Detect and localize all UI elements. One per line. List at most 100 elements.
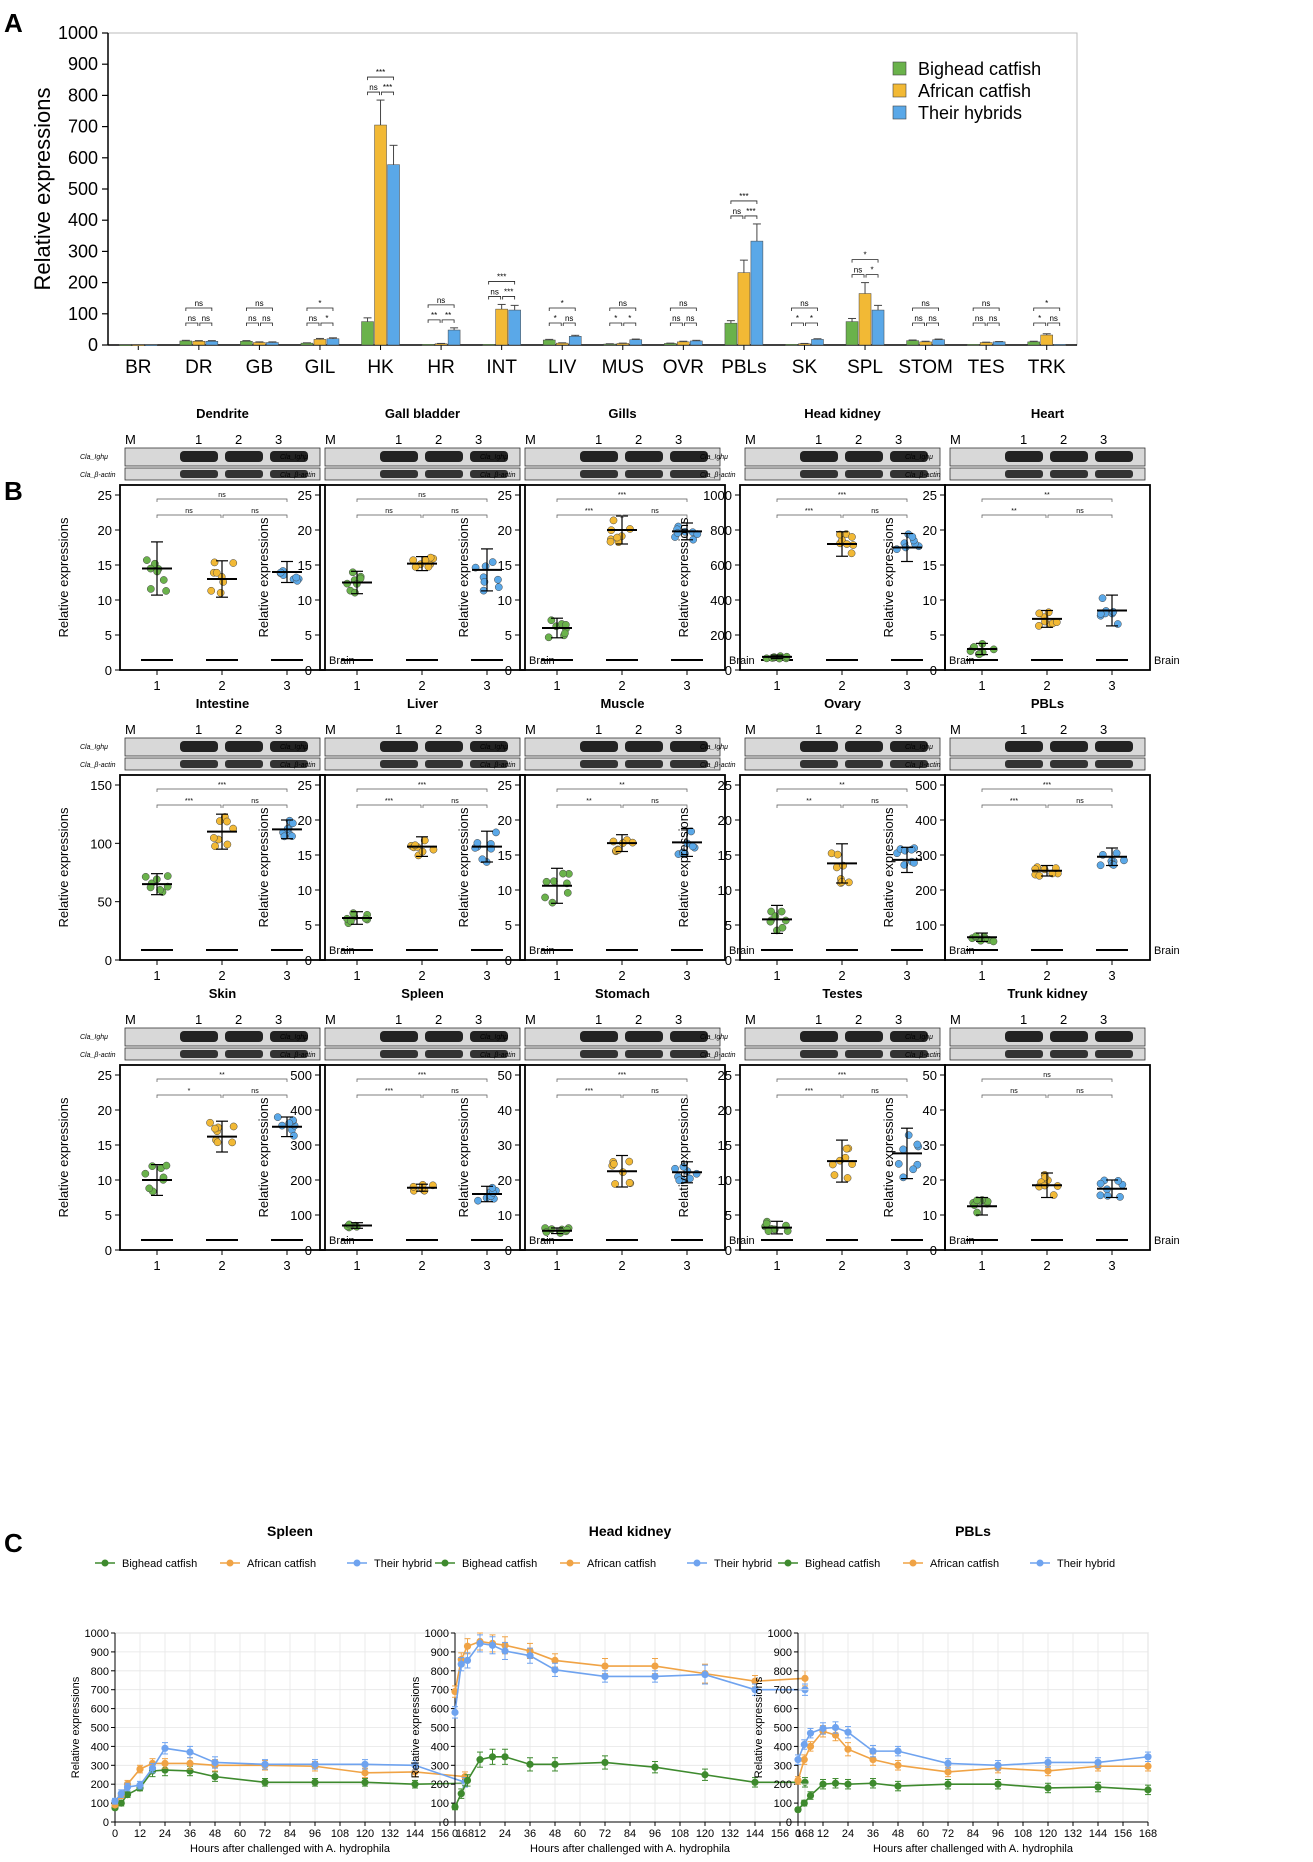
y-tick-label: 400 [915, 813, 937, 828]
x-tick-label: HK [367, 357, 394, 378]
y-tick-label: 0 [930, 663, 937, 678]
sig-bracket [912, 322, 925, 326]
sig-label: ns [989, 314, 997, 323]
y-axis-title: Relative expressions [410, 1676, 422, 1778]
sig-label: ns [1076, 1088, 1084, 1095]
blot-band [800, 741, 838, 752]
y-tick-label: 600 [91, 1704, 109, 1716]
data-point [944, 1759, 952, 1768]
sig-bracket [972, 322, 986, 326]
y-tick-label: 0 [725, 953, 732, 968]
blot-band [470, 741, 508, 752]
sig-bracket [1047, 1094, 1113, 1098]
sig-bracket [730, 200, 758, 204]
blot-band [625, 470, 663, 478]
blot-lane-1: 1 [1020, 432, 1027, 447]
x-tick-label: 60 [917, 1828, 929, 1840]
x-tick-label: 108 [671, 1828, 689, 1840]
x-tick-label: SK [792, 357, 818, 378]
sig-bracket [981, 788, 1113, 792]
data-point [123, 1790, 132, 1799]
x-tick-label: 72 [599, 1828, 611, 1840]
sig-bracket [548, 307, 576, 311]
data-point [651, 1672, 659, 1681]
sig-bracket [502, 296, 516, 300]
sig-label: ns [686, 314, 694, 323]
x-tick-label: 2 [618, 1258, 625, 1273]
sig-bracket [981, 1078, 1113, 1082]
x-tick-label: 2 [218, 1258, 225, 1273]
sig-label: ns [672, 314, 680, 323]
data-point [1096, 1191, 1105, 1200]
y-tick-label: 200 [710, 628, 732, 643]
y-tick-label: 0 [505, 663, 512, 678]
x-axis-title: Hours after challenged with A. hydrophil… [530, 1843, 731, 1855]
sig-bracket [981, 498, 1113, 502]
legend-marker [693, 1559, 701, 1567]
data-point [278, 1121, 286, 1130]
blot-lane-3: 3 [475, 722, 482, 737]
sig-label: ns [800, 299, 808, 308]
data-point [457, 1790, 465, 1798]
blot-lane-1: 1 [595, 1012, 602, 1027]
sig-bracket [367, 91, 380, 96]
y-tick-label: 15 [298, 558, 312, 573]
subplot-title: Muscle [600, 696, 644, 711]
sig-bracket [842, 804, 908, 808]
data-point [894, 1761, 902, 1769]
bar [690, 340, 703, 346]
y-tick-label: 300 [431, 1760, 449, 1772]
sig-bracket [156, 788, 288, 792]
blot-lane-3: 3 [1100, 1012, 1107, 1027]
legend-marker [226, 1559, 234, 1567]
sig-label: ns [854, 266, 862, 275]
data-point [869, 1756, 877, 1764]
data-point [701, 1771, 709, 1779]
bar [192, 341, 206, 346]
data-point [833, 850, 842, 859]
sig-label: ns [921, 299, 929, 308]
y-tick-label: 50 [98, 895, 112, 910]
blot-lane-3: 3 [1100, 722, 1107, 737]
y-axis-title: Relative expressions [256, 517, 271, 637]
data-point [345, 1220, 354, 1229]
blot-band [845, 1050, 883, 1058]
y-tick-label: 300 [91, 1760, 109, 1772]
sig-label: * [318, 299, 321, 308]
subplot-title: Dendrite [196, 406, 249, 421]
sig-bracket [791, 307, 818, 311]
data-point [801, 1674, 809, 1682]
x-tick-label: 36 [184, 1828, 196, 1840]
data-point [701, 1670, 709, 1679]
blot-lane-m: M [950, 1012, 961, 1027]
bar [508, 309, 521, 346]
blot-band [1050, 1031, 1088, 1042]
blot-lane-2: 2 [855, 1012, 862, 1027]
data-point [145, 1184, 154, 1193]
y-tick-label: 10 [923, 593, 937, 608]
bar [629, 339, 643, 346]
blot-band [580, 470, 618, 478]
data-point [973, 1196, 981, 1205]
blot-band [845, 470, 883, 478]
sig-bracket [744, 215, 758, 219]
y-tick-label: 20 [498, 523, 512, 538]
blot-band [1095, 451, 1133, 462]
y-tick-label: 5 [725, 1208, 732, 1223]
blot-lane-3: 3 [275, 1012, 282, 1027]
data-point [117, 1799, 125, 1807]
sig-bracket [1033, 307, 1061, 311]
y-tick-label: 40 [923, 1103, 937, 1118]
x-tick-label: 60 [234, 1828, 246, 1840]
blot-band [1050, 1050, 1088, 1058]
sig-label: ns [1043, 1072, 1051, 1079]
blot-lane-2: 2 [1060, 1012, 1067, 1027]
sig-label: ns [218, 492, 226, 499]
x-tick-label: 2 [1043, 1258, 1050, 1273]
blot-band [380, 741, 418, 752]
y-tick-label: 500 [915, 778, 937, 793]
blot-row-label: Cla_β-actin [480, 762, 516, 769]
legend-marker [353, 1559, 361, 1567]
bar [677, 341, 690, 346]
sig-label: ns [309, 314, 317, 323]
